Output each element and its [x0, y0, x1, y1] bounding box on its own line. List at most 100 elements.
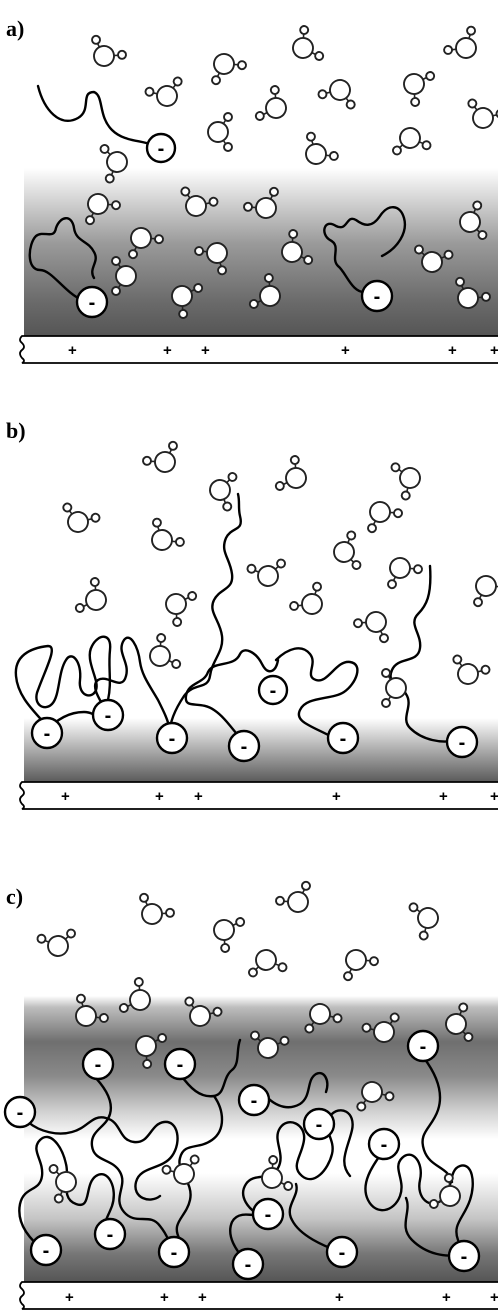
svg-text:-: -: [340, 728, 347, 750]
water-molecule-icon: [246, 558, 286, 587]
water-molecule-icon: [289, 581, 323, 615]
water-molecule-icon: [75, 993, 109, 1027]
water-molecule-icon: [356, 1081, 395, 1112]
water-molecule-icon: [428, 1173, 461, 1209]
substrate-charge-sign: +: [163, 342, 172, 359]
polymer-chain: [260, 1071, 329, 1109]
svg-text:-: -: [105, 705, 112, 727]
negative-ion-icon: -: [445, 725, 479, 759]
negative-ion-icon: -: [227, 729, 261, 763]
polymer-chain: [26, 1116, 179, 1201]
water-molecule-icon: [151, 517, 185, 551]
water-molecule-icon: [207, 112, 233, 152]
water-molecule-icon: [353, 611, 389, 644]
substrate-charge-sign: +: [490, 1289, 498, 1306]
water-molecule-icon: [128, 227, 164, 260]
water-molecule-icon: [74, 577, 107, 613]
polymer-chain: [175, 1094, 224, 1242]
negative-ion-icon: -: [157, 1235, 191, 1269]
svg-text:-: -: [169, 728, 176, 750]
negative-ion-icon: -: [302, 1107, 336, 1141]
water-molecule-icon: [139, 892, 175, 925]
water-molecule-icon: [367, 501, 403, 534]
svg-text:-: -: [17, 1102, 24, 1124]
water-molecule-icon: [135, 1033, 168, 1069]
water-molecule-icon: [390, 462, 421, 501]
svg-text:-: -: [251, 1090, 258, 1112]
negative-ion-icon: -: [237, 1083, 271, 1117]
water-molecule-icon: [281, 229, 314, 265]
svg-text:-: -: [381, 1134, 388, 1156]
svg-text:-: -: [89, 292, 96, 314]
water-molecule-icon: [403, 71, 436, 107]
water-molecule-icon: [443, 25, 477, 59]
negative-ion-icon: -: [231, 1247, 265, 1281]
svg-text:-: -: [339, 1242, 346, 1264]
substrate-charge-sign: +: [442, 1289, 451, 1306]
water-molecule-icon: [274, 455, 307, 491]
svg-text:-: -: [43, 1240, 50, 1262]
water-molecule-icon: [254, 85, 287, 121]
negative-ion-icon: -: [91, 698, 125, 732]
water-molecule-icon: [261, 1155, 294, 1191]
panel-b: b) + + + + + + - - -: [6, 418, 498, 810]
negative-ion-icon: -: [325, 1235, 359, 1269]
water-molecule-icon: [171, 283, 204, 319]
water-molecule-icon: [473, 575, 498, 608]
polymer-chain: [18, 1135, 115, 1254]
svg-text:-: -: [107, 1224, 114, 1246]
substrate-a: + + + + + +: [19, 335, 498, 364]
water-molecule-icon: [381, 668, 407, 708]
polymer-chain: [274, 647, 359, 740]
water-molecules: [36, 25, 498, 1209]
substrate-charge-sign: +: [61, 788, 70, 805]
polymer-chain: [28, 217, 97, 302]
negative-ion-icon: -: [367, 1127, 401, 1161]
water-molecule-icon: [343, 949, 379, 982]
substrate-charge-sign: +: [448, 342, 457, 359]
polymer-chain: [288, 1182, 342, 1254]
water-molecule-icon: [459, 200, 488, 240]
water-molecule-icon: [292, 25, 325, 61]
water-molecule-icon: [99, 144, 128, 184]
substrate-charge-sign: +: [335, 1289, 344, 1306]
substrate-charge-sign: +: [155, 788, 164, 805]
svg-text:-: -: [420, 1036, 427, 1058]
negative-ion-icon: -: [257, 674, 289, 706]
svg-text:-: -: [171, 1242, 178, 1264]
negative-ion-icon: -: [406, 1029, 440, 1063]
polymer-chain: [90, 1072, 174, 1254]
svg-text:-: -: [245, 1254, 252, 1276]
water-molecule-icon: [211, 53, 247, 86]
water-molecule-icon: [333, 530, 362, 570]
water-molecule-icon: [317, 79, 356, 110]
svg-text:-: -: [316, 1114, 323, 1136]
svg-text:-: -: [44, 723, 51, 745]
substrate-charge-sign: +: [65, 1289, 74, 1306]
water-molecule-icon: [304, 1003, 343, 1034]
substrate-charge-sign: +: [490, 788, 498, 805]
negative-ion-icon: -: [75, 285, 109, 319]
panel-a: a) + + + + + + - - -: [6, 16, 498, 364]
negative-ion-icon: -: [447, 1239, 481, 1273]
polymer-chain: [36, 84, 154, 147]
water-molecule-icon: [414, 244, 454, 273]
panel-c: c) + + + + + + - -: [3, 884, 498, 1310]
water-molecule-icon: [467, 98, 498, 129]
water-molecule-icon: [392, 127, 432, 156]
substrate-charge-sign: +: [160, 1289, 169, 1306]
negative-ion-icon: -: [251, 1197, 285, 1231]
svg-text:-: -: [177, 1054, 184, 1076]
substrate-charge-sign: +: [201, 342, 210, 359]
water-molecule-icon: [248, 949, 288, 978]
water-molecule-icon: [144, 76, 183, 107]
negative-ion-icon: -: [163, 1047, 197, 1081]
substrate-charge-sign: +: [490, 342, 498, 359]
water-molecule-icon: [387, 557, 423, 590]
svg-text:-: -: [270, 680, 277, 702]
water-molecule-icon: [408, 902, 439, 941]
negative-ion-icon: -: [155, 721, 189, 755]
water-molecule-icon: [180, 186, 219, 217]
water-molecule-icon: [248, 273, 281, 309]
